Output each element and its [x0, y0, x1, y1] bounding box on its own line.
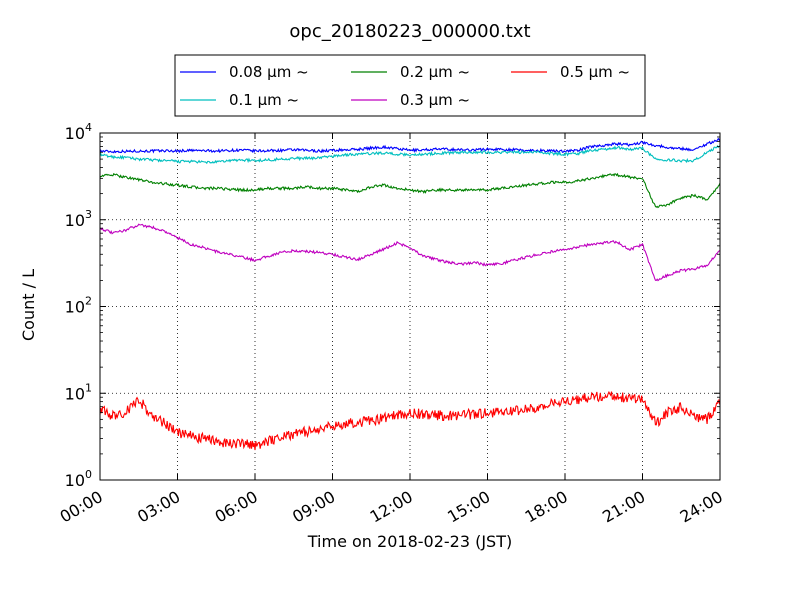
series-line — [99, 390, 721, 451]
y-tick-label: 101 — [65, 381, 92, 403]
legend-label: 0.08 µm ~ — [229, 63, 309, 81]
y-tick-labels: 100 101 102 103 104 — [65, 121, 92, 490]
series-group — [99, 137, 721, 451]
series-line — [99, 144, 721, 165]
series-line — [99, 223, 721, 282]
legend-label: 0.5 µm ~ — [560, 63, 630, 81]
legend-label: 0.2 µm ~ — [400, 63, 470, 81]
grid — [100, 133, 720, 480]
chart-title: opc_20180223_000000.txt — [289, 21, 530, 42]
legend-box — [174, 54, 646, 117]
legend-label: 0.1 µm ~ — [229, 91, 299, 109]
y-tick-label: 103 — [65, 208, 92, 230]
y-tick-label: 104 — [65, 121, 92, 143]
x-axis-label: Time on 2018-02-23 (JST) — [307, 532, 512, 551]
series-line — [99, 172, 721, 209]
y-tick-label: 102 — [65, 295, 92, 317]
legend-label: 0.3 µm ~ — [400, 91, 470, 109]
ticks — [99, 132, 721, 481]
legend: 0.08 µm ~ 0.1 µm ~ 0.2 µm ~ 0.3 µm ~ 0.5 µm … — [174, 54, 646, 117]
y-axis-label: Count / L — [19, 269, 38, 341]
series-line — [99, 137, 721, 154]
y-tick-label: 100 — [65, 468, 92, 490]
